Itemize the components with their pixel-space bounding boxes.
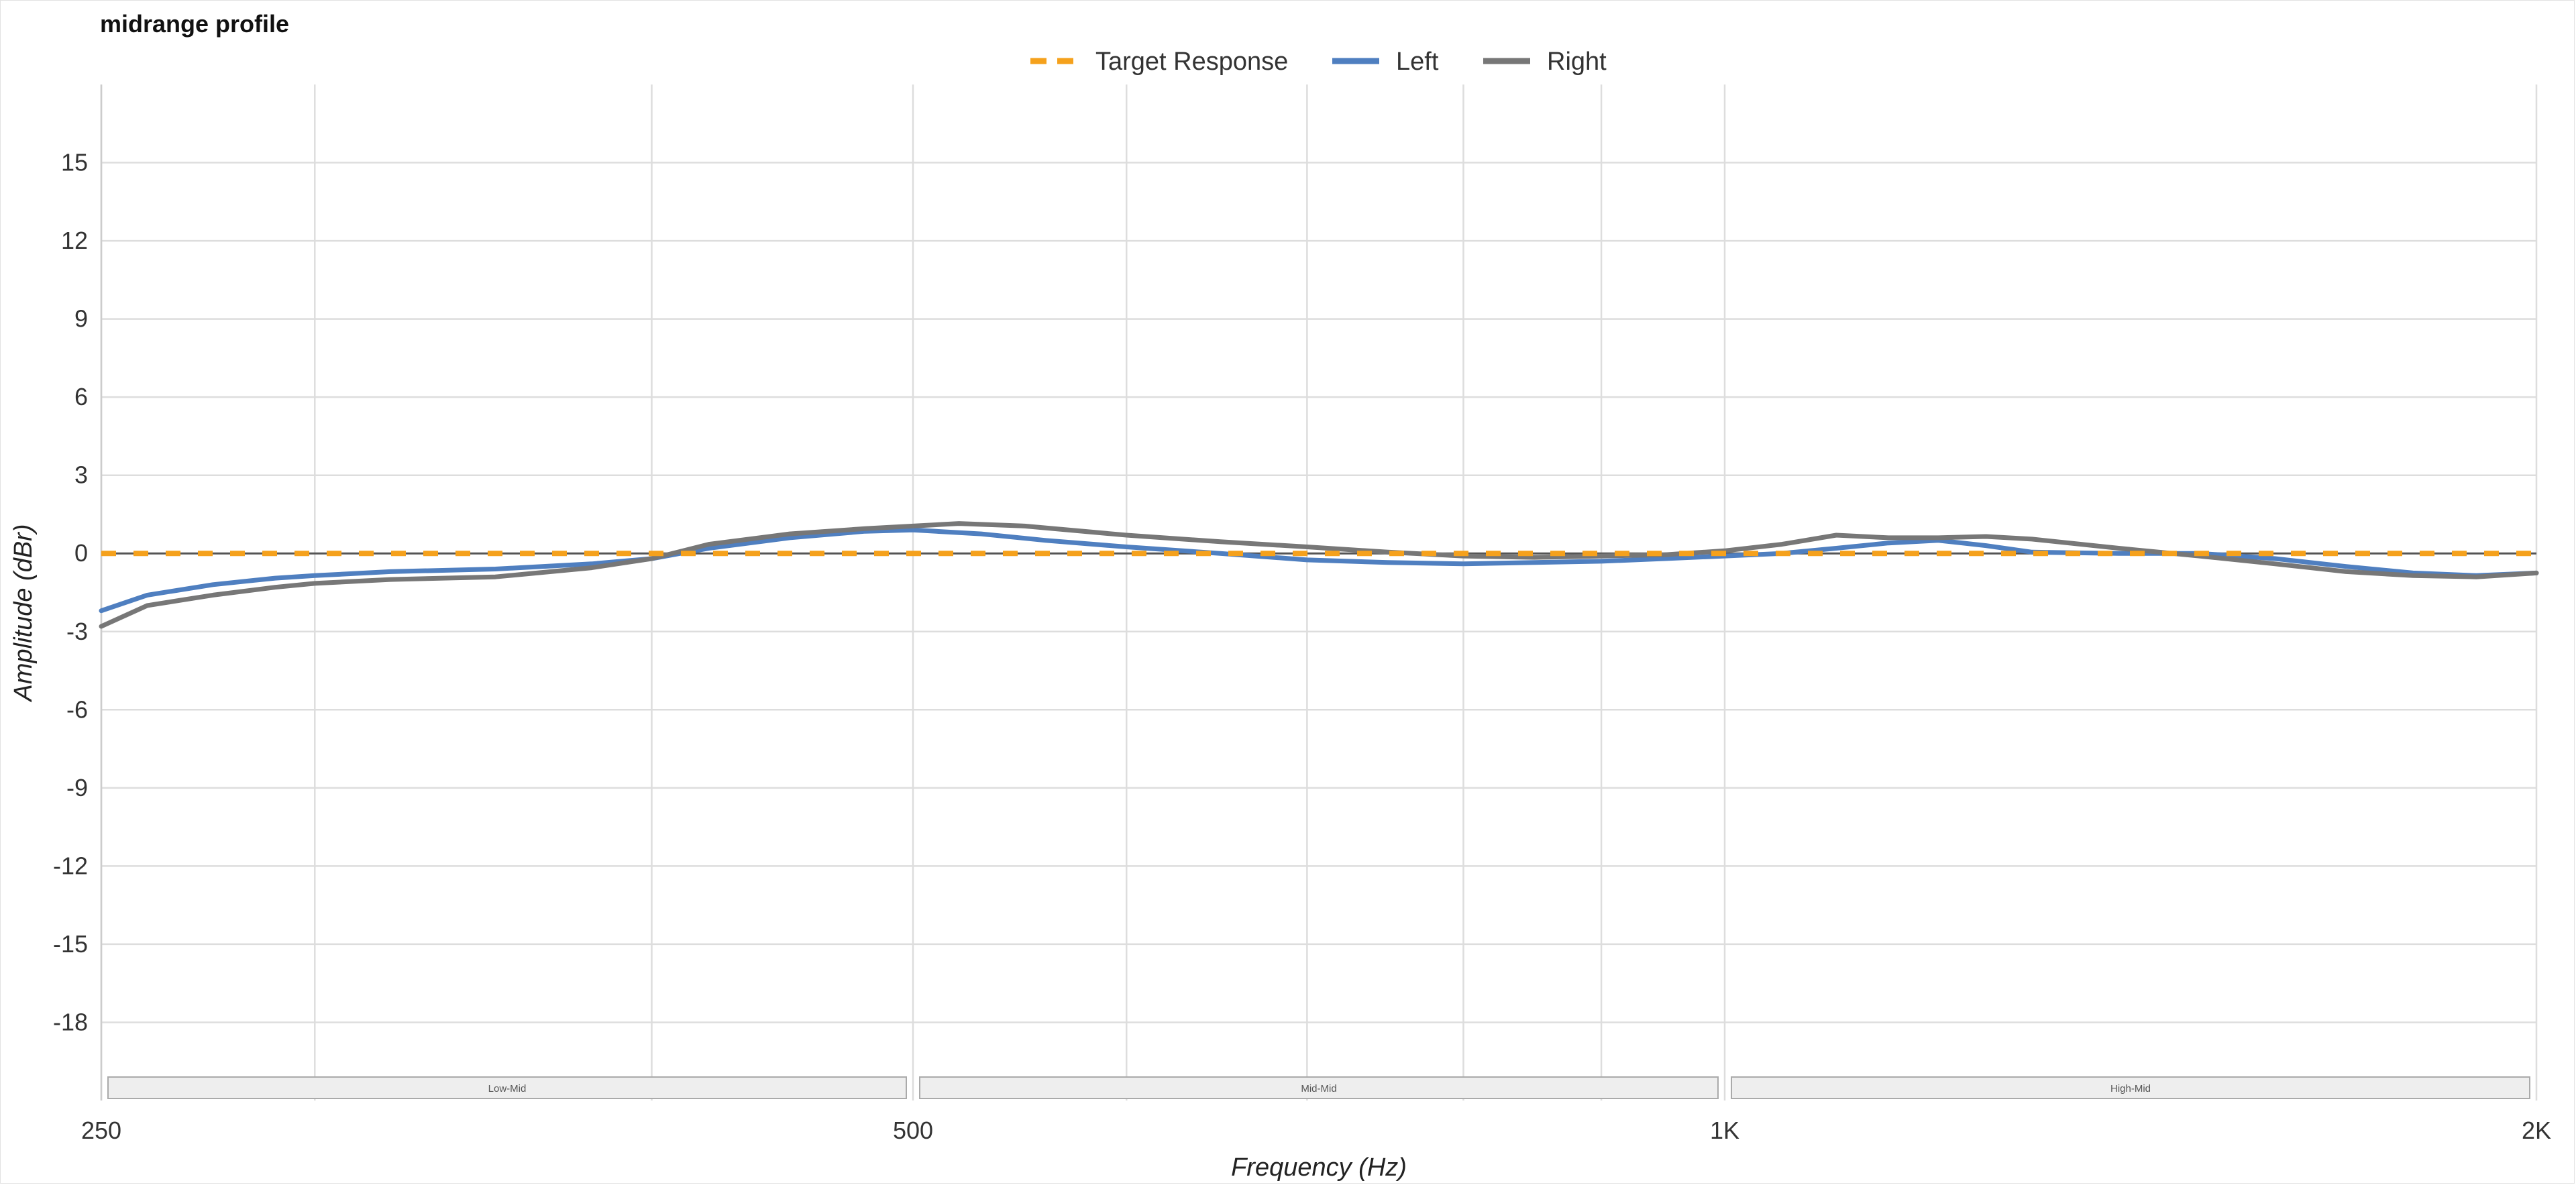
series-line-right bbox=[99, 521, 2539, 629]
y-tick-label: -9 bbox=[66, 774, 88, 801]
y-tick-label: -18 bbox=[53, 1008, 88, 1035]
band-box bbox=[1731, 1076, 2530, 1099]
chart-title: midrange profile bbox=[100, 10, 290, 38]
x-tick-label: 500 bbox=[893, 1117, 933, 1144]
band-label: Mid-Mid bbox=[1301, 1083, 1336, 1094]
y-tick-label: 3 bbox=[74, 461, 88, 489]
y-tick-label: 12 bbox=[61, 227, 88, 254]
legend-label: Target Response bbox=[1095, 48, 1288, 76]
band-box bbox=[107, 1076, 907, 1099]
series-line-left bbox=[99, 527, 2539, 614]
band-label: Low-Mid bbox=[488, 1083, 527, 1094]
band-box bbox=[919, 1076, 1719, 1099]
x-tick-label: 2K bbox=[2522, 1117, 2551, 1144]
y-tick-label: -12 bbox=[53, 852, 88, 879]
band-label: High-Mid bbox=[2110, 1083, 2151, 1094]
y-tick-label: 6 bbox=[74, 383, 88, 410]
y-tick-label: 0 bbox=[74, 539, 88, 567]
y-tick-label: 15 bbox=[61, 149, 88, 176]
x-axis-label: Frequency (Hz) bbox=[1231, 1153, 1407, 1182]
x-tick-label: 1K bbox=[1710, 1117, 1739, 1144]
y-tick-label: -15 bbox=[53, 930, 88, 958]
legend-label: Right bbox=[1547, 48, 1607, 76]
y-tick-label: 9 bbox=[74, 305, 88, 333]
y-tick-label: -6 bbox=[66, 695, 88, 723]
legend-label: Left bbox=[1396, 48, 1439, 76]
y-tick-label: -3 bbox=[66, 618, 88, 645]
x-tick-label: 250 bbox=[81, 1117, 121, 1144]
y-axis-label: Amplitude (dBr) bbox=[9, 524, 38, 703]
